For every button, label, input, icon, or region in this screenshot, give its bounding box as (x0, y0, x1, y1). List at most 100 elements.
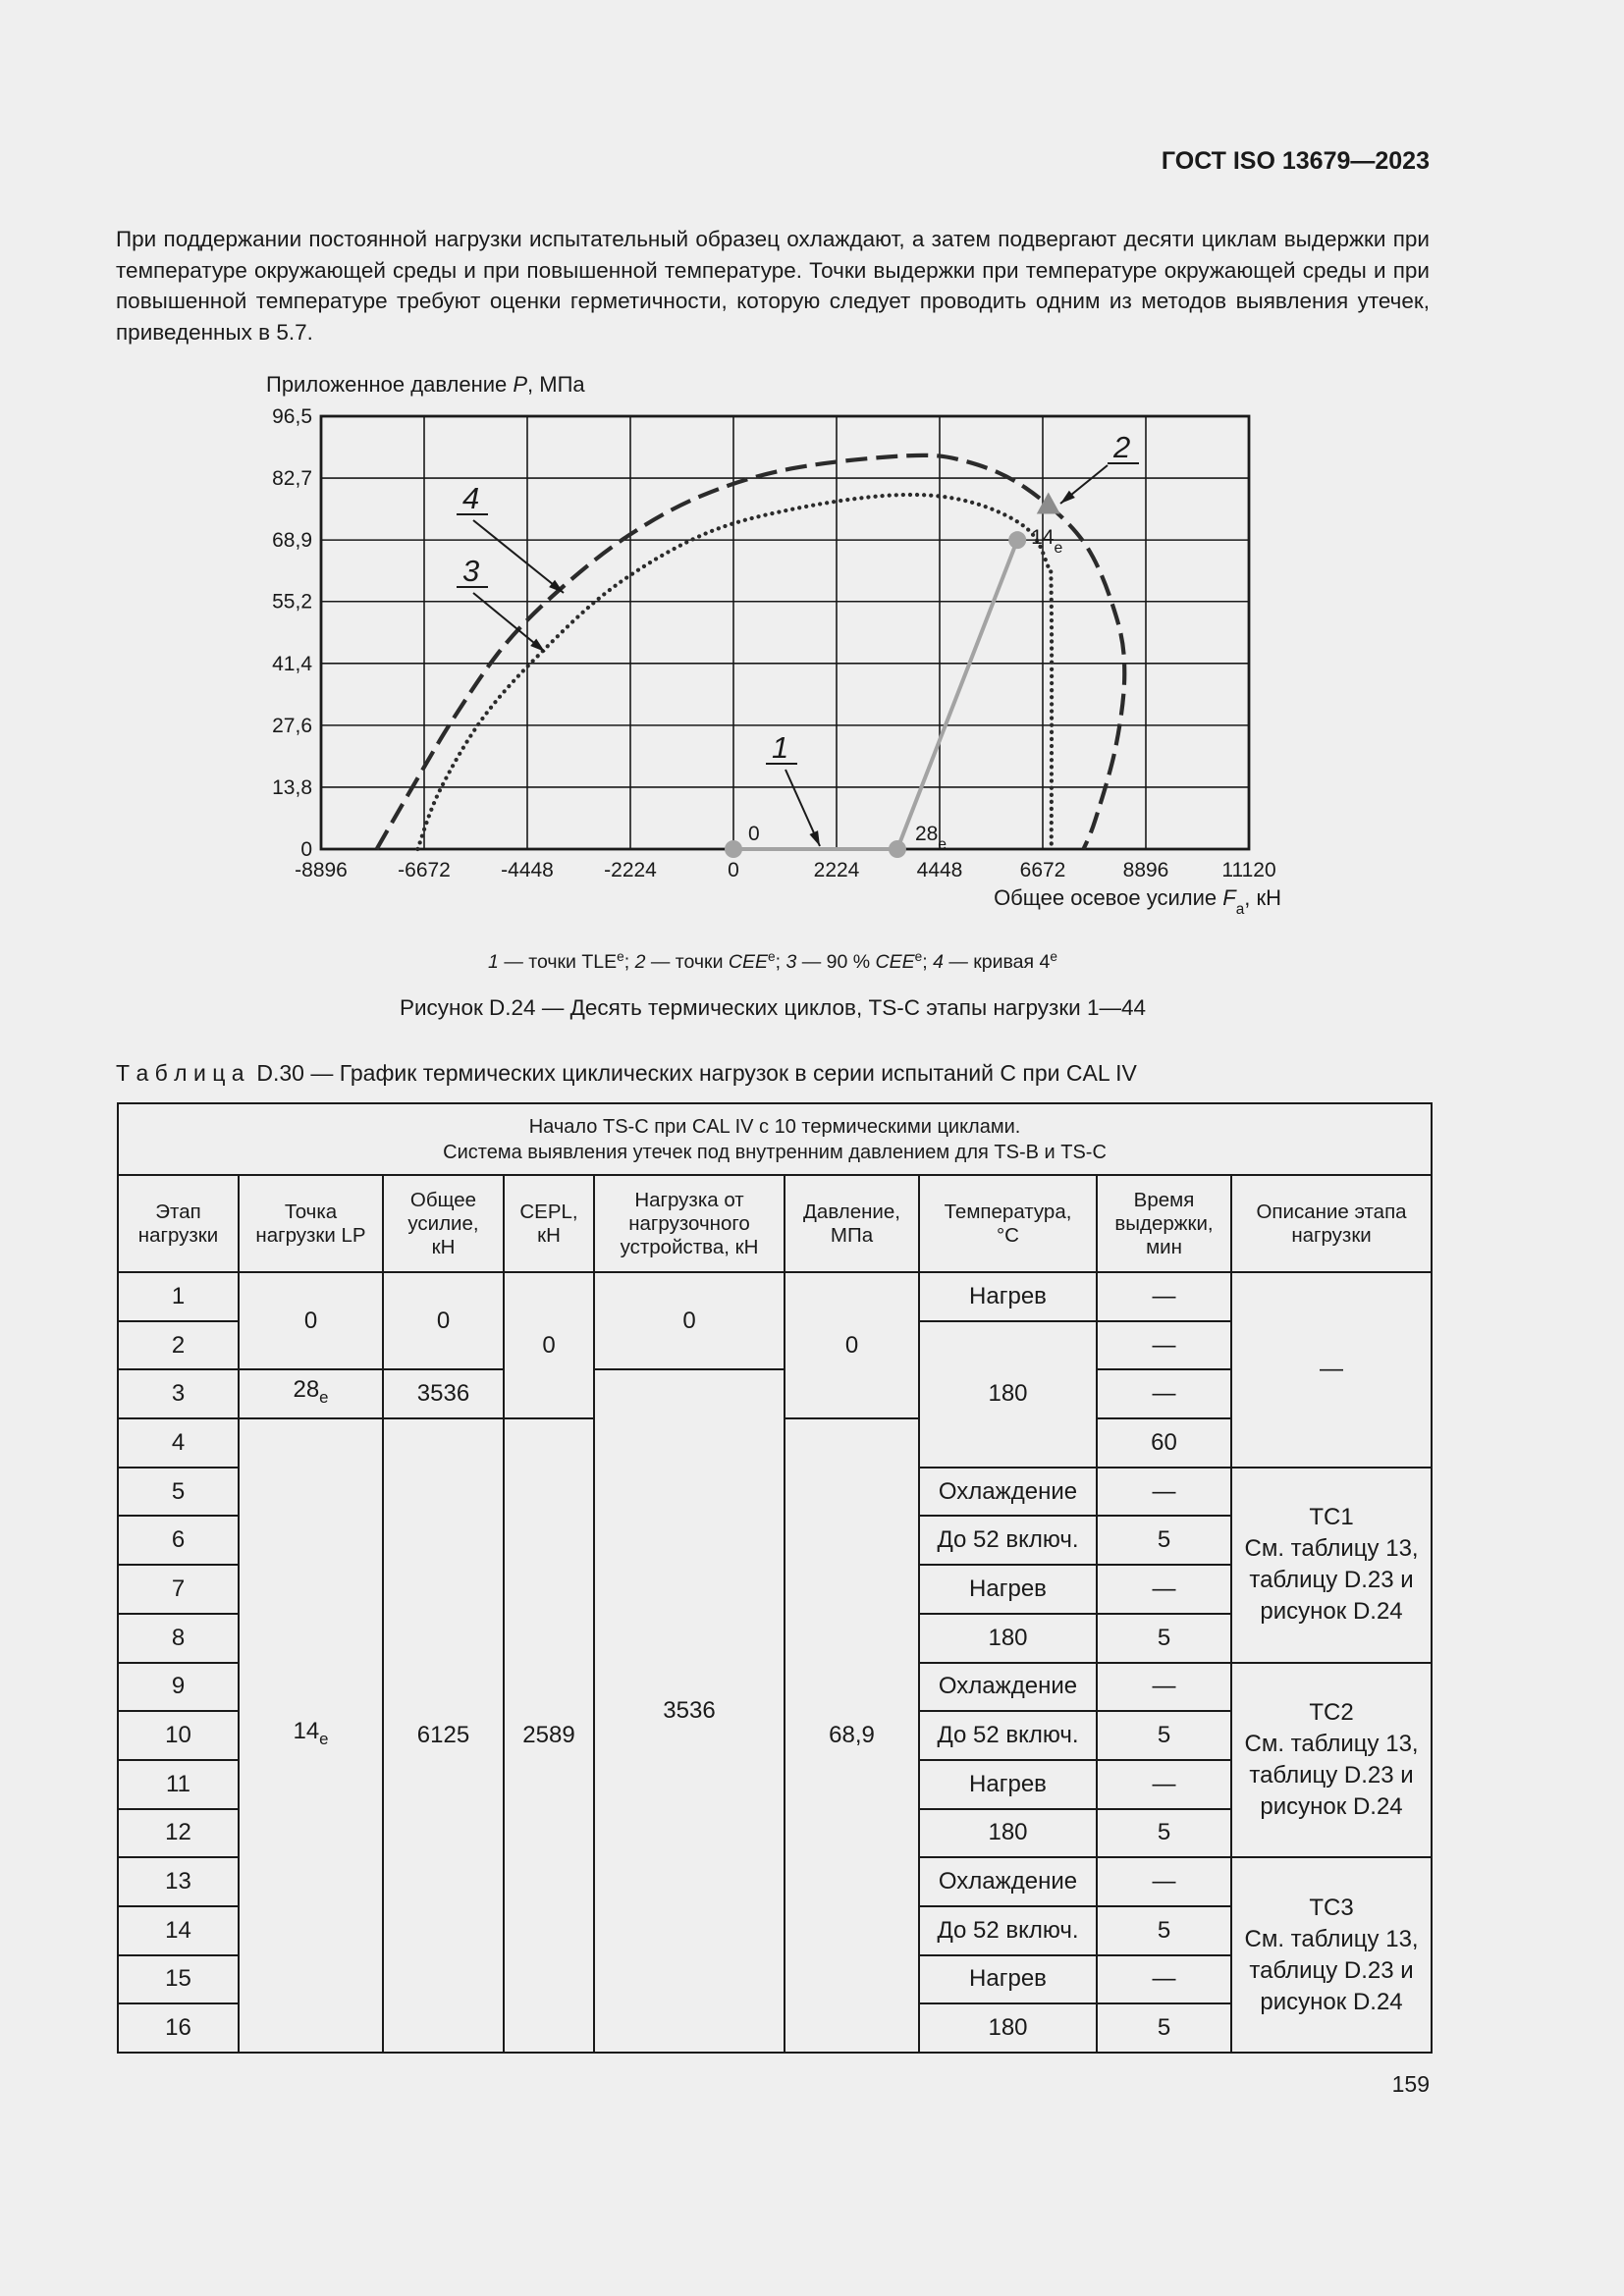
y-tick-label: 27,6 (272, 715, 312, 737)
table-cell: Нагрев (918, 1564, 1098, 1615)
table-cell: TC1 См. таблицу 13, таблицу D.23 и рисун… (1229, 1466, 1434, 1664)
column-header: CEPL, кН (503, 1174, 595, 1273)
x-tick-label: 8896 (1123, 859, 1169, 881)
table-cell: 13 (117, 1856, 240, 1907)
cell-text: 28 (293, 1376, 320, 1404)
text-run: 4 (933, 951, 944, 973)
x-tick-label: 11120 (1221, 859, 1275, 881)
point-label-main: 28 (915, 823, 938, 845)
y-tick-label: 13,8 (272, 776, 312, 799)
page-number: 159 (1391, 2071, 1430, 2097)
table-cell: 5 (1096, 1612, 1232, 1664)
x-tick-label: -8896 (295, 859, 348, 881)
table-cell: 5 (117, 1466, 240, 1518)
callout-leader (472, 592, 546, 653)
point-label-sub: e (938, 836, 947, 853)
table-cell: 6 (117, 1515, 240, 1567)
table-cell: 12 (117, 1807, 240, 1859)
table-cell: 0 (382, 1270, 505, 1371)
point-marker (1036, 492, 1060, 514)
table-header-row: Этап нагрузки Точка нагрузки LP Общее усил… (117, 1174, 1434, 1273)
callout-arrowhead (549, 579, 564, 593)
text-run: CEE (876, 951, 916, 973)
point-label: 0 (748, 823, 760, 845)
table-row: 8 180 5 (117, 1612, 1432, 1664)
table-cell: 16 (117, 2002, 240, 2054)
table-title-line: Система выявления утечек под внутренним … (443, 1141, 1107, 1163)
column-header: Нагрузка от нагрузочного устройства, кН (593, 1174, 785, 1273)
text-run: P (513, 372, 527, 397)
table-cell: 9 (117, 1661, 240, 1713)
table-cell: 180 (918, 1807, 1098, 1859)
x-tick-label: 0 (728, 859, 739, 881)
table-row: 15 Нагрев — (117, 1953, 1432, 2005)
text-run: — 90 % (796, 951, 875, 973)
table-cell: Охлаждение (918, 1661, 1098, 1713)
text-run: 3 (785, 951, 796, 973)
table-row: 16 180 5 (117, 2002, 1432, 2054)
table-row: 11 Нагрев — (117, 1758, 1432, 1810)
table-cell: — (1096, 1319, 1232, 1371)
point-label: 28e (915, 823, 947, 853)
text-run: F (1222, 885, 1237, 910)
table-cell: 5 (1096, 1807, 1232, 1859)
table-cell: — (1096, 1564, 1232, 1615)
table-cell: 180 (918, 1612, 1098, 1664)
x-tick-label: 2224 (814, 859, 860, 881)
y-tick-label: 55,2 (272, 591, 312, 614)
curve (374, 453, 1127, 851)
callout-number: 2 (1112, 430, 1130, 464)
table-cell: 6125 (382, 1417, 505, 2054)
doc-header: ГОСТ ISO 13679—2023 (1161, 147, 1430, 175)
callout-arrowhead (530, 638, 545, 652)
table-cell: — (1096, 1368, 1232, 1420)
x-tick-label: -6672 (398, 859, 451, 881)
text-run: — точки (645, 951, 728, 973)
table-title: Начало TS-C при CAL IV с 10 термическими… (116, 1102, 1434, 1176)
table-cell: 0 (593, 1270, 785, 1371)
column-header: Давление, МПа (784, 1174, 920, 1273)
x-tick-label: 6672 (1020, 859, 1066, 881)
y-tick-label: 41,4 (272, 653, 312, 675)
table-cell: 14 (117, 1904, 240, 1956)
cell-subscript: e (319, 1388, 329, 1408)
table-row: 6 До 52 включ. 5 (117, 1515, 1432, 1567)
text-run: 2 (634, 951, 646, 973)
text-run: Приложенное давление (266, 372, 513, 397)
text-run: 1 (488, 951, 499, 973)
text-run: Общее осевое усилие (994, 885, 1222, 910)
table-cell: 68,9 (784, 1417, 920, 2054)
callout-number: 1 (772, 730, 788, 765)
table-cell: 3 (117, 1368, 240, 1420)
table-caption: Т а б л и ц а D.30 — График термических … (116, 1060, 1137, 1086)
text-run: e (617, 949, 624, 964)
table-cell: — (1096, 1661, 1232, 1713)
table-cell: 5 (1096, 1904, 1232, 1956)
point-label-sub: e (1055, 540, 1063, 557)
table-cell: 14e (238, 1417, 384, 2054)
column-header: Точка нагрузки LP (238, 1174, 384, 1273)
table-cell: 0 (784, 1270, 920, 1420)
cell-text: 14 (293, 1718, 320, 1745)
table-cell: 2 (117, 1319, 240, 1371)
callout-arrowhead (809, 830, 820, 846)
figure: 0 13,8 27,6 41,4 55,2 68,9 82,7 96,5 -8896 -6672 -… (266, 372, 1281, 1020)
table-cell: 1 (117, 1271, 240, 1322)
column-header: Описание этапа нагрузки (1229, 1174, 1434, 1273)
table-cell: 60 (1096, 1417, 1232, 1468)
table-title-row: Начало TS-C при CAL IV с 10 термическими… (116, 1102, 1434, 1176)
text-run: ; (624, 951, 635, 973)
text-run: — кривая 4 (944, 951, 1051, 973)
table-cell: До 52 включ. (918, 1515, 1098, 1567)
text-run: e (1050, 949, 1057, 964)
point-marker (888, 840, 906, 858)
y-axis-title: Приложенное давление P, МПа (266, 372, 585, 397)
table-cell: 0 (503, 1270, 595, 1420)
table-row: 4 14e 6125 2589 68,9 60 (117, 1417, 1432, 2054)
table-row: 2 180— (117, 1319, 1432, 1468)
table-cell: 7 (117, 1564, 240, 1615)
table-cell: TC2 См. таблицу 13, таблицу D.23 и рисун… (1229, 1661, 1434, 1859)
y-tick-label: 0 (300, 838, 312, 861)
